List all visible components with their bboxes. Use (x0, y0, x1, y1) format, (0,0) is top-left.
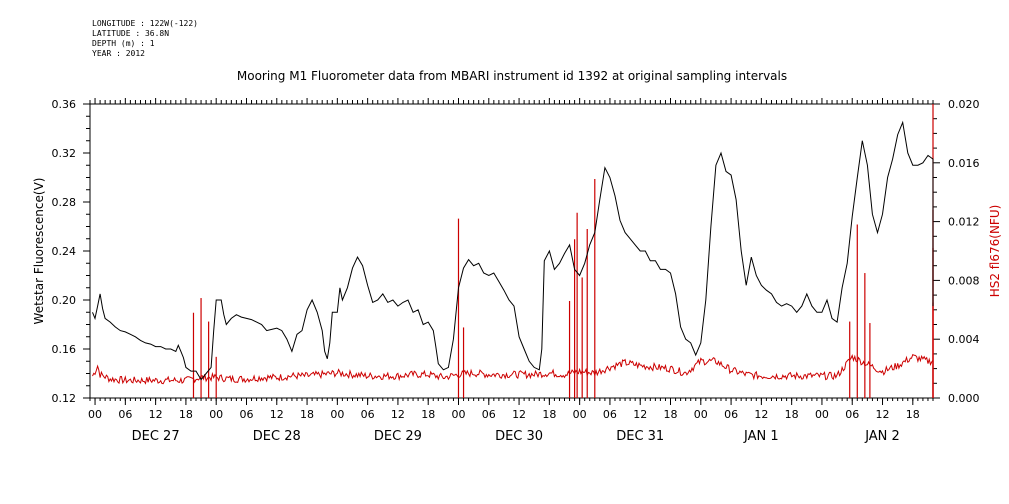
bottom-axis: 00 06 12 18 00 06 12 18 00 06 12 18 00 06 12 18 00 06 12 18… (88, 398, 934, 444)
plot-frame (89, 103, 934, 399)
latitude-line: LATITUDE : 36.8N (92, 29, 170, 38)
y-tick-label: 0.24 (52, 245, 77, 258)
x-tick-label: 18 (542, 408, 556, 421)
metadata-block: LONGITUDE : 122W(-122) LATITUDE : 36.8N … (92, 19, 198, 59)
x-tick-label: 18 (664, 408, 678, 421)
x-tick-label: 12 (149, 408, 163, 421)
day-label: JAN 1 (743, 429, 779, 444)
hs2-fl676-series (92, 104, 934, 398)
x-tick-label: 00 (451, 408, 465, 421)
day-label: DEC 27 (132, 429, 180, 444)
y-tick-label: 0.28 (52, 196, 77, 209)
y2-tick-label: 0.008 (948, 274, 980, 287)
depth-line: DEPTH (m) : 1 (92, 39, 155, 48)
x-tick-label: 00 (88, 408, 102, 421)
y2-tick-label: 0.020 (948, 98, 980, 111)
chart-title: Mooring M1 Fluorometer data from MBARI i… (237, 69, 787, 83)
day-label: DEC 28 (253, 429, 301, 444)
x-tick-label: 18 (906, 408, 920, 421)
x-tick-label: 12 (754, 408, 768, 421)
wetstar-series (92, 120, 934, 381)
y2-tick-label: 0.016 (948, 157, 980, 170)
top-minor-ticks (89, 98, 934, 104)
left-axis: 0.12 0.16 0.20 0.24 0.28 0.32 0.36 (52, 98, 90, 405)
x-tick-label: 12 (391, 408, 405, 421)
day-label: DEC 30 (495, 429, 543, 444)
y-tick-label: 0.20 (52, 294, 77, 307)
hs2-fl676-line (92, 353, 934, 385)
x-tick-label: 06 (603, 408, 617, 421)
x-tick-label: 00 (815, 408, 829, 421)
longitude-line: LONGITUDE : 122W(-122) (92, 19, 198, 28)
x-tick-label: 18 (300, 408, 314, 421)
y2-axis-label: HS2 fl676(NFU) (988, 205, 1002, 298)
x-tick-label: 18 (421, 408, 435, 421)
day-label: DEC 29 (374, 429, 422, 444)
x-tick-label: 12 (512, 408, 526, 421)
x-tick-label: 06 (239, 408, 253, 421)
x-tick-label: 00 (694, 408, 708, 421)
y-tick-label: 0.16 (52, 343, 77, 356)
day-label: JAN 2 (864, 429, 900, 444)
y-tick-label: 0.36 (52, 98, 77, 111)
x-tick-label: 06 (118, 408, 132, 421)
y2-tick-label: 0.004 (948, 333, 980, 346)
x-tick-label: 00 (573, 408, 587, 421)
x-tick-label: 06 (845, 408, 859, 421)
x-tick-label: 06 (361, 408, 375, 421)
x-tick-label: 18 (785, 408, 799, 421)
year-line: YEAR : 2012 (92, 49, 145, 58)
x-tick-label: 06 (724, 408, 738, 421)
x-tick-label: 12 (633, 408, 647, 421)
x-tick-label: 00 (330, 408, 344, 421)
y-tick-label: 0.32 (52, 147, 77, 160)
x-tick-label: 12 (876, 408, 890, 421)
y-axis-label: Wetstar Fluorescence(V) (32, 178, 46, 325)
x-tick-label: 06 (482, 408, 496, 421)
x-tick-label: 18 (179, 408, 193, 421)
wetstar-line (92, 120, 934, 381)
y2-tick-label: 0.012 (948, 216, 980, 229)
y-tick-label: 0.12 (52, 392, 77, 405)
x-tick-label: 00 (209, 408, 223, 421)
day-label: DEC 31 (616, 429, 664, 444)
x-tick-label: 12 (270, 408, 284, 421)
right-axis: 0.000 0.004 0.008 0.012 0.016 0.020 (933, 98, 980, 405)
y2-tick-label: 0.000 (948, 392, 980, 405)
